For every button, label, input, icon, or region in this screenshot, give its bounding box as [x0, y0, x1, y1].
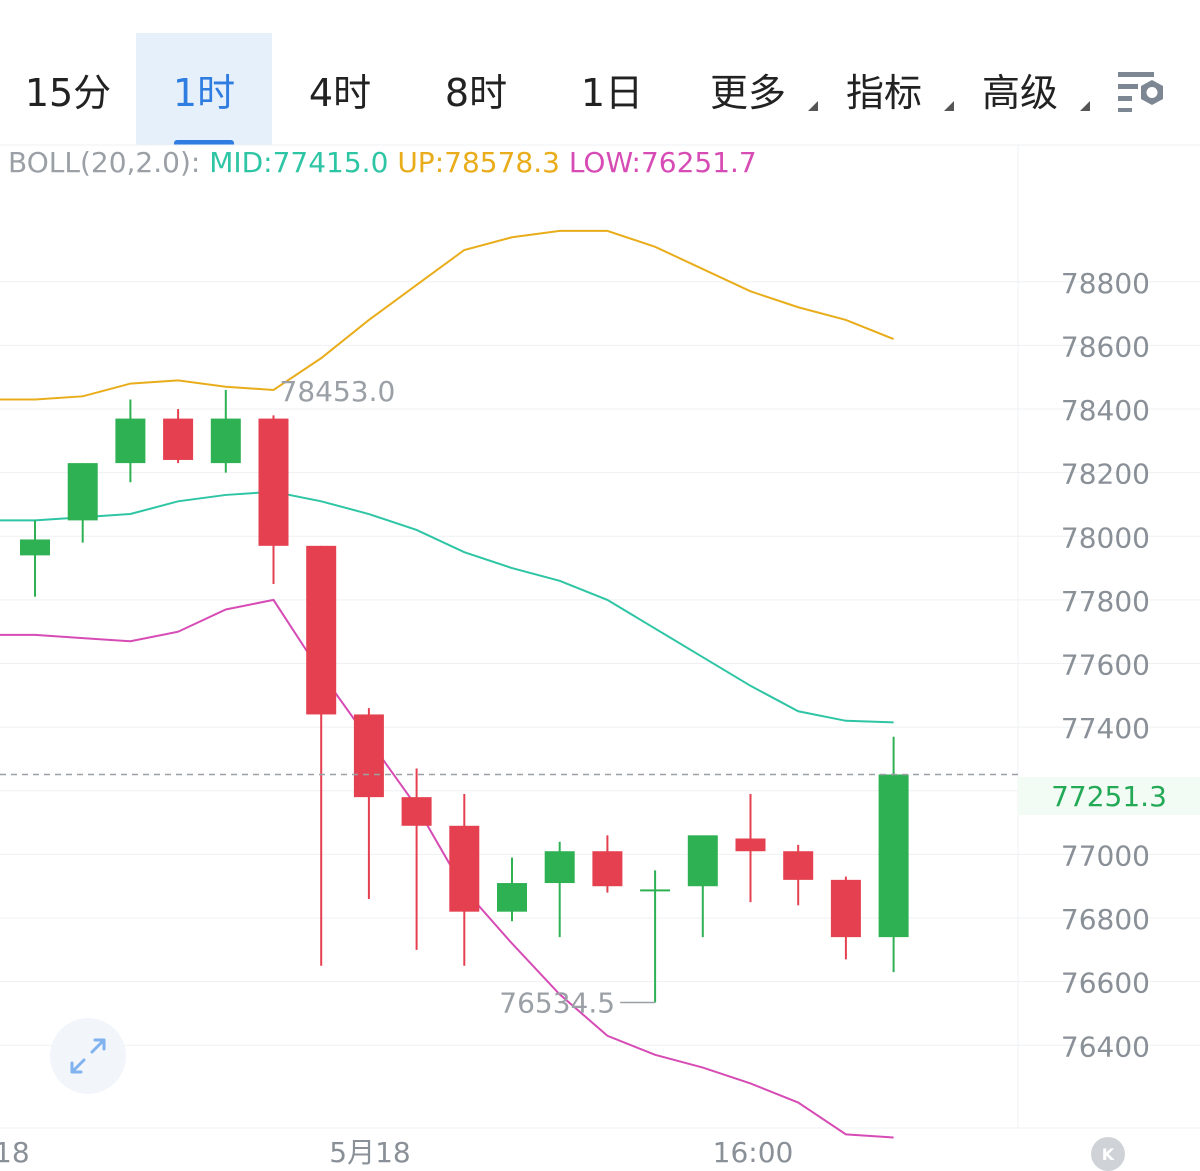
boll-mid-value: MID:77415.0 [209, 146, 389, 179]
dropdown-triangle-icon [1080, 101, 1090, 111]
y-tick-label: 77800 [1061, 585, 1150, 618]
candle-body [258, 418, 289, 546]
y-tick-label: 78200 [1061, 458, 1150, 491]
candle-body [544, 851, 575, 884]
boll-lower-band [0, 598, 894, 1139]
y-tick-label: 78800 [1061, 267, 1150, 300]
tab-label: 更多 [709, 70, 786, 115]
tab-label: 8时 [444, 70, 508, 115]
tab-2[interactable]: 4时 [272, 33, 408, 145]
x-axis-label: 16:00 [713, 1136, 794, 1167]
candle-body [353, 714, 384, 798]
boll-mid-band [0, 490, 894, 724]
active-tab-underline [174, 140, 234, 145]
boll-upper-band [0, 229, 894, 401]
candle-body [306, 545, 337, 715]
tab-label: 1时 [172, 70, 236, 115]
candle-body [449, 825, 480, 912]
candle-body [878, 774, 909, 938]
low-price-annotation: 76534.5 [499, 987, 615, 1020]
candle-body [497, 883, 527, 912]
tab-label: 指标 [845, 70, 922, 115]
tab-6[interactable]: 指标 [816, 33, 954, 145]
y-tick-label: 77400 [1061, 712, 1150, 745]
y-tick-label: 77000 [1061, 839, 1150, 872]
timeframe-tabs: 15分 1时 4时 8时 1日 更多 指标 高级 [0, 0, 1200, 145]
expand-chart-button[interactable] [50, 1018, 126, 1094]
dropdown-triangle-icon [944, 101, 954, 111]
chart-settings-icon[interactable] [1114, 66, 1170, 114]
y-tick-label: 78400 [1061, 394, 1150, 427]
y-tick-label: 78000 [1061, 521, 1150, 554]
tab-4[interactable]: 1日 [544, 33, 680, 145]
candle-body [401, 797, 432, 826]
candle-body [830, 879, 861, 938]
candle-body [640, 889, 671, 892]
candle-body [735, 838, 766, 852]
boll-indicator-legend: BOLL(20,2.0): MID:77415.0 UP:78578.3 LOW… [8, 146, 757, 179]
tab-label: 15分 [24, 70, 112, 115]
candle-body [783, 851, 814, 880]
tab-label: 4时 [308, 70, 372, 115]
y-tick-label: 78600 [1061, 330, 1150, 363]
y-tick-label: 77600 [1061, 649, 1150, 682]
candle-body [592, 851, 623, 887]
boll-label: BOLL(20,2.0): [8, 146, 201, 179]
y-tick-label: 76800 [1061, 903, 1150, 936]
candle-body [20, 539, 50, 556]
y-tick-label: 76600 [1061, 967, 1150, 1000]
current-price-tag: 77251.3 [1018, 777, 1200, 815]
tab-1[interactable]: 1时 [136, 33, 272, 145]
tab-3[interactable]: 8时 [408, 33, 544, 145]
high-price-annotation: 78453.0 [280, 375, 396, 408]
expand-icon [70, 1038, 106, 1074]
dropdown-triangle-icon [808, 101, 818, 111]
candle-body [163, 418, 194, 460]
candle-body [210, 418, 241, 464]
k-line-button[interactable]: K [1091, 1137, 1125, 1171]
tab-label: 高级 [981, 70, 1058, 115]
tab-0[interactable]: 15分 [0, 33, 136, 145]
x-axis-label: 18 [0, 1136, 30, 1167]
candle-body [115, 418, 146, 464]
tab-label: 1日 [580, 70, 644, 115]
boll-up-value: UP:78578.3 [397, 146, 560, 179]
tab-5[interactable]: 更多 [680, 33, 818, 145]
candle-body [687, 835, 718, 887]
boll-low-value: LOW:76251.7 [568, 146, 757, 179]
x-axis-label: 5月18 [329, 1136, 410, 1167]
candle-body [67, 463, 98, 521]
y-tick-label: 76400 [1061, 1030, 1150, 1063]
tab-7[interactable]: 高级 [952, 33, 1090, 145]
